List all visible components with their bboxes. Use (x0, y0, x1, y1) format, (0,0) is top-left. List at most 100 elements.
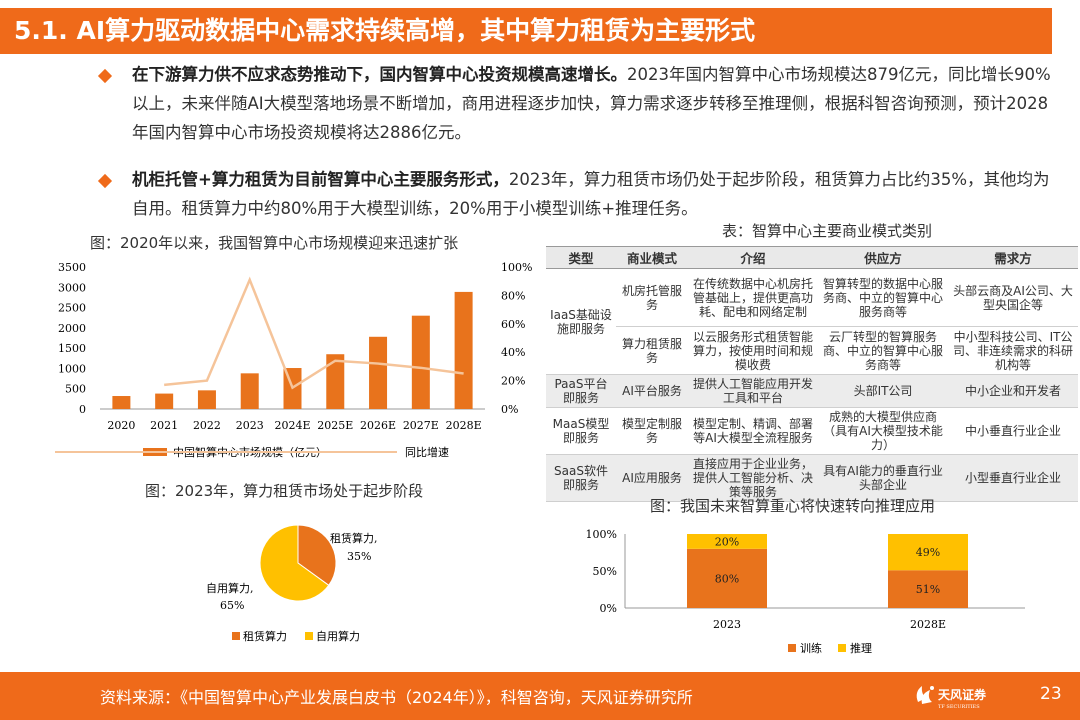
th-model: 商业模式 (616, 246, 688, 269)
y2-tick-label: 80% (501, 289, 525, 302)
bullet-2-text: 2023年，算力租赁市场仍处于起步阶段，租赁算力占比约35%，其他均为自用。租赁… (132, 170, 1050, 218)
fig1-title: 图：2020年以来，我国智算中心市场规模迎来迅速扩张 (90, 234, 459, 252)
bar-data-label: 51% (916, 583, 940, 596)
bar-segment-inference (888, 534, 968, 571)
bar-market-size (155, 393, 174, 409)
cell-supplier: 云厂转型的智算服务商、中立的智算中心服务商等 (818, 326, 948, 375)
svg-text:天风证券: 天风证券 (938, 687, 987, 702)
table-row: 算力租赁服务 以云服务形式租赁智能算力，按使用时间和规模收费 云厂转型的智算服务… (546, 326, 1078, 375)
bar-market-size (369, 336, 388, 409)
y2-tick-label: 20% (501, 375, 525, 388)
fig2-title: 图：2023年，算力租赁市场处于起步阶段 (145, 482, 424, 500)
cell-intro: 直接应用于企业业务，提供人工智能分析、决策等服务 (688, 454, 818, 502)
x-tick-label: 2027E (403, 419, 439, 432)
bar-market-size (454, 291, 473, 409)
th-intro: 介绍 (688, 246, 818, 269)
market-size-chart: 3500 3000 2500 2000 1500 1000 500 0 100% 80% 60% 40… (55, 261, 532, 459)
source-note: 资料来源：《中国智算中心产业发展白皮书（2024年）》，科智咨询，天风证券研究所 (100, 688, 693, 707)
y2-tick-label: 60% (501, 318, 525, 331)
th-supplier: 供应方 (818, 246, 948, 269)
cell-intro: 模型定制、精调、部署等AI大模型全流程服务 (688, 407, 818, 455)
bar-data-label: 49% (916, 546, 940, 559)
table-row: PaaS平台即服务 AI平台服务 提供人工智能应用开发工具和平台 头部IT公司 … (546, 374, 1078, 408)
cell-model: 算力租赁服务 (616, 326, 688, 375)
cell-demander: 中小企业和开发者 (948, 374, 1078, 408)
slide-title: 5.1. AI算力驱动数据中心需求持续高增，其中算力租赁为主要形式 (0, 8, 1052, 54)
x-tick-label: 2023 (236, 419, 264, 432)
cell-model: AI应用服务 (616, 454, 688, 502)
legend-line-label: 同比增速 (405, 445, 449, 459)
page-number: 23 (1040, 684, 1062, 704)
cell-supplier: 头部IT公司 (818, 374, 948, 408)
x-tick-label: 2026E (360, 419, 396, 432)
tianfeng-logo-icon: 天风证券 TF SECURITIES (916, 686, 987, 710)
pie-label-self-pct: 65% (220, 599, 244, 612)
y-tick-label: 2500 (58, 302, 86, 315)
y-tick-label: 0% (600, 602, 617, 615)
legend-self-swatch (305, 632, 313, 640)
bullet-2: 机柜托管+算力租赁为目前智算中心主要服务形式，2023年，算力租赁市场仍处于起步… (97, 165, 1060, 223)
cell-supplier: 成熟的大模型供应商（具有AI大模型技术能力） (818, 407, 948, 455)
bar-market-size (326, 354, 345, 409)
x-tick-label: 2028E (910, 618, 946, 631)
cell-type: PaaS平台即服务 (546, 374, 616, 408)
y-tick-label: 1500 (58, 342, 86, 355)
bar-market-size (112, 396, 131, 409)
legend-self-label: 自用算力 (316, 629, 360, 643)
x-tick-label: 2021 (150, 419, 178, 432)
bullet-1-text: 2023年国内智算中心市场规模达879亿元，同比增长90%以上，未来伴随AI大模… (132, 65, 1051, 142)
y-tick-label: 1000 (58, 362, 86, 375)
cell-intro: 在传统数据中心机房托管基础上，提供更高功耗、配电和网络定制 (688, 268, 818, 327)
table-row: SaaS软件即服务 AI应用服务 直接应用于企业业务，提供人工智能分析、决策等服… (546, 454, 1078, 502)
th-demander: 需求方 (948, 246, 1078, 269)
bullet-2-bold: 机柜托管+算力租赁为目前智算中心主要服务形式， (132, 170, 509, 189)
bullet-1-bold: 在下游算力供不应求态势推动下，国内智算中心投资规模高速增长。 (132, 65, 627, 84)
pie-slice-self-use (259, 524, 330, 602)
y2-tick-label: 40% (501, 346, 525, 359)
legend-rental-label: 租赁算力 (243, 629, 287, 643)
y-tick-label: 100% (586, 528, 617, 541)
bar-segment-training (687, 548, 767, 608)
bullet-diamond-icon (97, 68, 113, 84)
footer-bar: 资料来源：《中国智算中心产业发展白皮书（2024年）》，科智咨询，天风证券研究所… (0, 672, 1080, 720)
cell-type: MaaS模型即服务 (546, 407, 616, 455)
bar-data-label: 20% (715, 535, 739, 548)
rental-share-pie: 租赁算力, 35% 自用算力, 65% 租赁算力 自用算力 (206, 524, 378, 643)
cell-intro: 提供人工智能应用开发工具和平台 (688, 374, 818, 408)
th-type: 类型 (546, 246, 616, 269)
x-tick-label: 2024E (274, 419, 310, 432)
y-tick-label: 0 (79, 403, 86, 416)
cell-model: 机房托管服务 (616, 268, 688, 327)
cell-demander: 头部云商及AI公司、大型央国企等 (948, 268, 1078, 327)
cell-model: AI平台服务 (616, 374, 688, 408)
business-model-table: 类型 商业模式 介绍 供应方 需求方 IaaS基础设施即服务 机房托管服务 在传… (546, 246, 1078, 502)
svg-text:TF SECURITIES: TF SECURITIES (938, 704, 980, 710)
bar-market-size (240, 373, 259, 409)
y-tick-label: 3000 (58, 281, 86, 294)
cell-demander: 小型垂直行业企业 (948, 454, 1078, 502)
bar-segment-inference (687, 534, 767, 549)
table-row: MaaS模型即服务 模型定制服务 模型定制、精调、部署等AI大模型全流程服务 成… (546, 407, 1078, 455)
pie-slice-rental (297, 524, 337, 587)
table-title: 表：智算中心主要商业模式类别 (722, 222, 933, 240)
x-tick-label: 2023 (713, 618, 741, 631)
table-row: IaaS基础设施即服务 机房托管服务 在传统数据中心机房托管基础上，提供更高功耗… (546, 268, 1078, 375)
bullet-diamond-icon (97, 173, 113, 189)
cell-type-iaas: IaaS基础设施即服务 (546, 268, 616, 375)
bullet-1: 在下游算力供不应求态势推动下，国内智算中心投资规模高速增长。2023年国内智算中… (97, 60, 1060, 147)
y2-tick-label: 0% (501, 403, 518, 416)
cell-model: 模型定制服务 (616, 407, 688, 455)
pie-label-rental-name: 租赁算力, (330, 531, 378, 545)
legend-infer-label: 推理 (850, 641, 872, 655)
y-tick-label: 3500 (58, 261, 86, 274)
y-tick-label: 500 (65, 383, 86, 396)
bar-segment-training (888, 570, 968, 608)
pie-label-self-name: 自用算力, (206, 581, 254, 595)
x-tick-label: 2028E (446, 419, 482, 432)
legend-train-label: 训练 (800, 641, 822, 655)
bar-market-size (411, 315, 430, 409)
cell-supplier: 具有AI能力的垂直行业头部企业 (818, 454, 948, 502)
legend-train-swatch (788, 644, 796, 652)
fig3-title: 图：我国未来智算重心将快速转向推理应用 (650, 497, 936, 515)
x-tick-label: 2020 (107, 419, 135, 432)
